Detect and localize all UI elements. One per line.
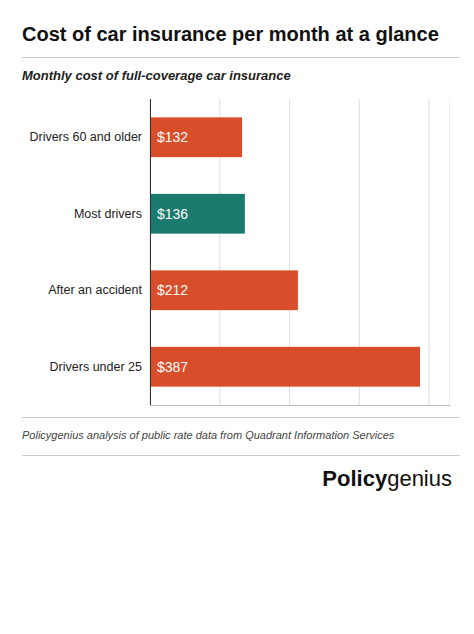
logo-bold: Policy xyxy=(322,466,387,491)
title-rule xyxy=(22,57,460,58)
data-label: $212 xyxy=(157,282,188,298)
logo: Policygenius xyxy=(22,466,452,492)
grid-line xyxy=(429,99,430,405)
data-label: $132 xyxy=(157,129,188,145)
x-axis-line xyxy=(150,405,450,406)
bars xyxy=(150,117,420,386)
bottom-rule xyxy=(22,455,460,456)
bar xyxy=(150,194,245,234)
data-label: $387 xyxy=(157,359,188,375)
data-labels: $132 $136 $212 $387 xyxy=(157,129,188,375)
title: Cost of car insurance per month at a gla… xyxy=(22,22,452,47)
y-tick-label: Drivers 60 and older xyxy=(29,130,142,144)
logo-regular: genius xyxy=(387,466,452,491)
bar xyxy=(150,117,242,157)
y-axis-line xyxy=(150,99,151,405)
bar xyxy=(150,347,420,387)
y-tick-label: After an accident xyxy=(48,283,142,297)
data-label: $136 xyxy=(157,206,188,222)
footnote-rule xyxy=(22,417,460,418)
y-tick-label: Most drivers xyxy=(74,207,142,221)
chart: $132 $136 $212 $387 Drivers 60 and older Most… xyxy=(0,87,474,417)
subtitle: Monthly cost of full-coverage car insura… xyxy=(22,68,452,83)
y-tick-label: Drivers under 25 xyxy=(50,360,142,374)
footnote: Policygenius analysis of public rate dat… xyxy=(22,428,452,443)
grid-line xyxy=(150,99,151,405)
x-range-end xyxy=(449,99,450,405)
bar xyxy=(150,270,298,310)
